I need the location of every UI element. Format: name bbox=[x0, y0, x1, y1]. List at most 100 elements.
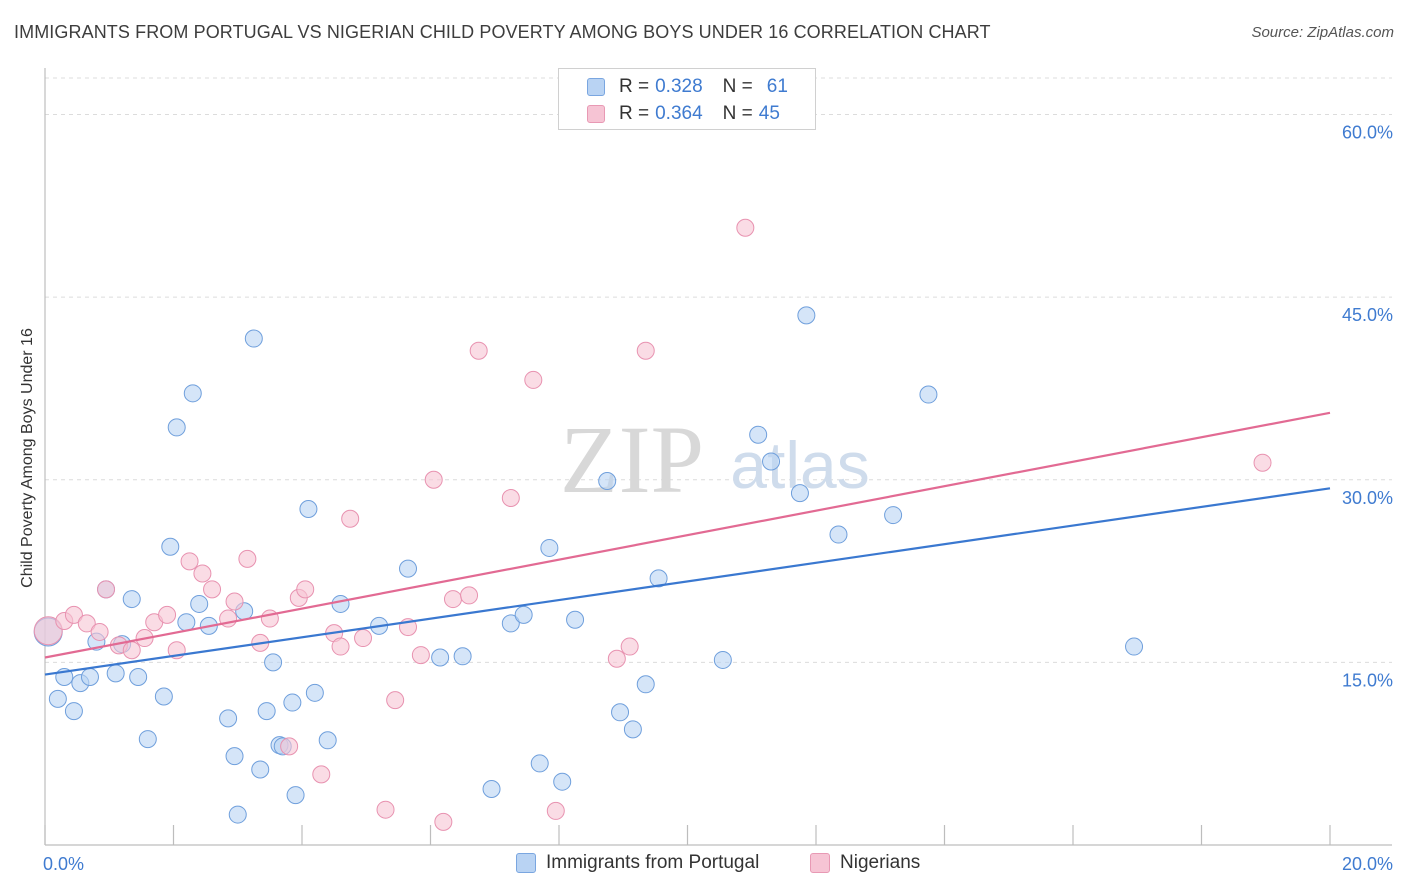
bottom-legend-nigerians: Nigerians bbox=[810, 852, 920, 874]
point-portugal bbox=[48, 689, 67, 708]
point-portugal bbox=[80, 667, 99, 686]
point-portugal bbox=[530, 754, 549, 773]
point-portugal bbox=[453, 647, 472, 666]
point-nigerians bbox=[736, 218, 755, 237]
bottom-legend-swatch-portugal bbox=[516, 853, 536, 873]
point-nigerians bbox=[238, 549, 257, 568]
point-nigerians bbox=[411, 646, 430, 665]
tick-labels: 15.0% 30.0% 45.0% 60.0% 0.0% 20.0% bbox=[43, 123, 1393, 874]
point-portugal bbox=[225, 747, 244, 766]
point-portugal bbox=[283, 693, 302, 712]
point-nigerians bbox=[77, 614, 96, 633]
point-portugal bbox=[257, 702, 276, 721]
point-portugal bbox=[482, 779, 501, 798]
point-portugal bbox=[884, 506, 903, 525]
point-portugal bbox=[244, 329, 263, 348]
y-tick-label: 60.0% bbox=[1342, 123, 1393, 143]
point-nigerians bbox=[193, 564, 212, 583]
trend-line-nigerians bbox=[44, 411, 1331, 659]
point-portugal bbox=[514, 605, 533, 624]
point-nigerians bbox=[180, 552, 199, 571]
trend-line-portugal bbox=[44, 487, 1331, 676]
point-portugal bbox=[305, 683, 324, 702]
point-nigerians bbox=[203, 580, 222, 599]
point-portugal bbox=[623, 720, 642, 739]
point-portugal bbox=[566, 610, 585, 629]
watermark-zip: ZIP bbox=[560, 406, 704, 513]
point-nigerians bbox=[331, 637, 350, 656]
point-nigerians bbox=[341, 509, 360, 528]
legend-r-label: R = bbox=[619, 103, 650, 124]
point-portugal bbox=[286, 786, 305, 805]
point-portugal bbox=[251, 760, 270, 779]
point-nigerians bbox=[443, 590, 462, 609]
point-nigerians bbox=[546, 801, 565, 820]
point-portugal bbox=[183, 384, 202, 403]
y-tick-label: 30.0% bbox=[1342, 488, 1393, 508]
point-portugal bbox=[318, 731, 337, 750]
point-nigerians bbox=[64, 605, 83, 624]
point-portugal bbox=[749, 425, 768, 444]
point-portugal bbox=[190, 594, 209, 613]
data-points bbox=[33, 218, 1272, 831]
y-tick-label: 45.0% bbox=[1342, 305, 1393, 325]
point-portugal bbox=[1125, 637, 1144, 656]
point-portugal bbox=[154, 687, 173, 706]
source-label: Source: ZipAtlas.com bbox=[1251, 24, 1394, 41]
point-portugal bbox=[611, 703, 630, 722]
point-nigerians bbox=[97, 580, 116, 599]
legend-n-value: 61 bbox=[766, 76, 788, 97]
legend-n-label: N = bbox=[722, 103, 753, 124]
point-nigerians bbox=[312, 765, 331, 784]
point-portugal bbox=[122, 590, 141, 609]
point-portugal bbox=[649, 569, 668, 588]
legend-swatch-nigerians bbox=[587, 105, 605, 123]
legend-n-value: 45 bbox=[758, 103, 780, 124]
x-tick-label-max: 20.0% bbox=[1342, 854, 1393, 874]
point-portugal bbox=[331, 594, 350, 613]
point-nigerians bbox=[386, 691, 405, 710]
gridlines bbox=[45, 77, 1392, 663]
trend-lines bbox=[44, 411, 1331, 676]
point-portugal bbox=[129, 667, 148, 686]
legend-swatch-portugal bbox=[587, 78, 605, 96]
point-portugal bbox=[161, 537, 180, 556]
point-nigerians bbox=[225, 592, 244, 611]
point-nigerians bbox=[158, 605, 177, 624]
bottom-legend-swatch-nigerians bbox=[810, 853, 830, 873]
axes bbox=[44, 68, 1392, 846]
legend: R = 0.328 N = 61 R = 0.364 N = 45 bbox=[558, 68, 816, 130]
point-nigerians bbox=[296, 580, 315, 599]
legend-row-portugal: R = 0.328 N = 61 bbox=[587, 75, 788, 99]
point-nigerians bbox=[501, 489, 520, 508]
point-portugal bbox=[106, 664, 125, 683]
point-nigerians bbox=[376, 800, 395, 819]
bottom-legend-label-portugal: Immigrants from Portugal bbox=[546, 852, 760, 873]
point-portugal bbox=[790, 484, 809, 503]
point-nigerians bbox=[424, 470, 443, 489]
bottom-legend-label-nigerians: Nigerians bbox=[840, 852, 921, 873]
bottom-legend: Immigrants from Portugal Nigerians bbox=[0, 852, 1406, 876]
point-portugal bbox=[553, 772, 572, 791]
point-portugal bbox=[636, 675, 655, 694]
point-portugal bbox=[138, 730, 157, 749]
point-nigerians bbox=[33, 616, 63, 646]
legend-n-label: N = bbox=[722, 76, 753, 97]
point-portugal bbox=[64, 702, 83, 721]
point-portugal bbox=[399, 559, 418, 578]
point-portugal bbox=[919, 385, 938, 404]
point-portugal bbox=[431, 648, 450, 667]
point-nigerians bbox=[280, 737, 299, 756]
point-portugal bbox=[177, 613, 196, 632]
point-nigerians bbox=[1253, 453, 1272, 472]
legend-r-value: 0.328 bbox=[655, 76, 703, 97]
point-portugal bbox=[598, 471, 617, 490]
point-nigerians bbox=[620, 637, 639, 656]
point-portugal bbox=[501, 614, 520, 633]
point-portugal bbox=[219, 709, 238, 728]
chart-title: IMMIGRANTS FROM PORTUGAL VS NIGERIAN CHI… bbox=[14, 22, 991, 42]
point-portugal bbox=[797, 306, 816, 325]
x-tick-label-min: 0.0% bbox=[43, 854, 84, 874]
point-nigerians bbox=[469, 341, 488, 360]
